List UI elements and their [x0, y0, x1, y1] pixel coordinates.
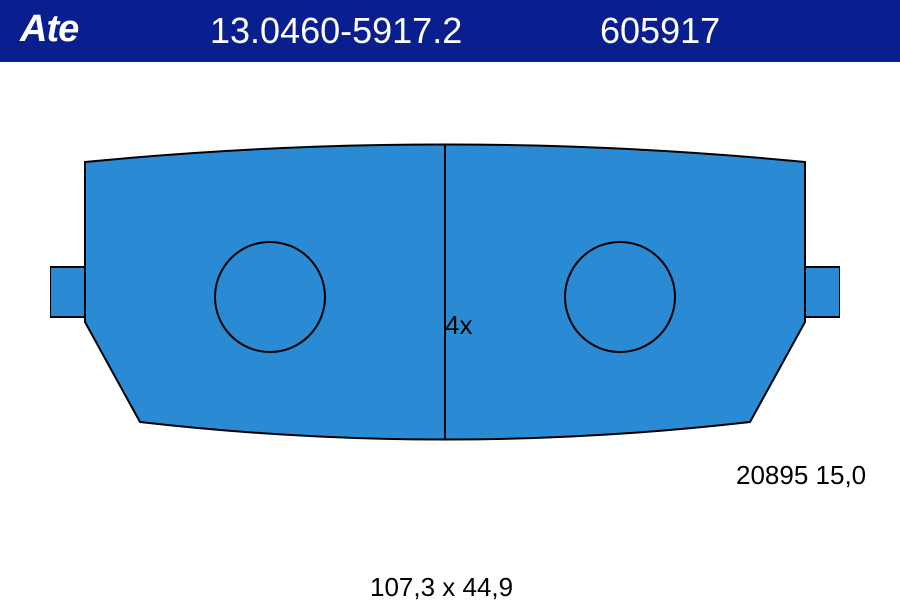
dimension-label: 107,3 x 44,9: [370, 572, 513, 603]
pad-tab-left: [50, 267, 85, 317]
header-bar: Ate 13.0460-5917.2 605917: [0, 0, 900, 62]
reference-label: 20895 15,0: [736, 460, 866, 491]
brake-pad-diagram: [50, 122, 840, 462]
quantity-label: 4x: [445, 310, 472, 341]
brand-logo: Ate: [20, 8, 78, 51]
diagram-area: 4x 20895 15,0 107,3 x 44,9: [0, 62, 900, 566]
part-number: 13.0460-5917.2: [210, 10, 462, 52]
pad-tab-right: [805, 267, 840, 317]
alt-number: 605917: [600, 10, 720, 52]
